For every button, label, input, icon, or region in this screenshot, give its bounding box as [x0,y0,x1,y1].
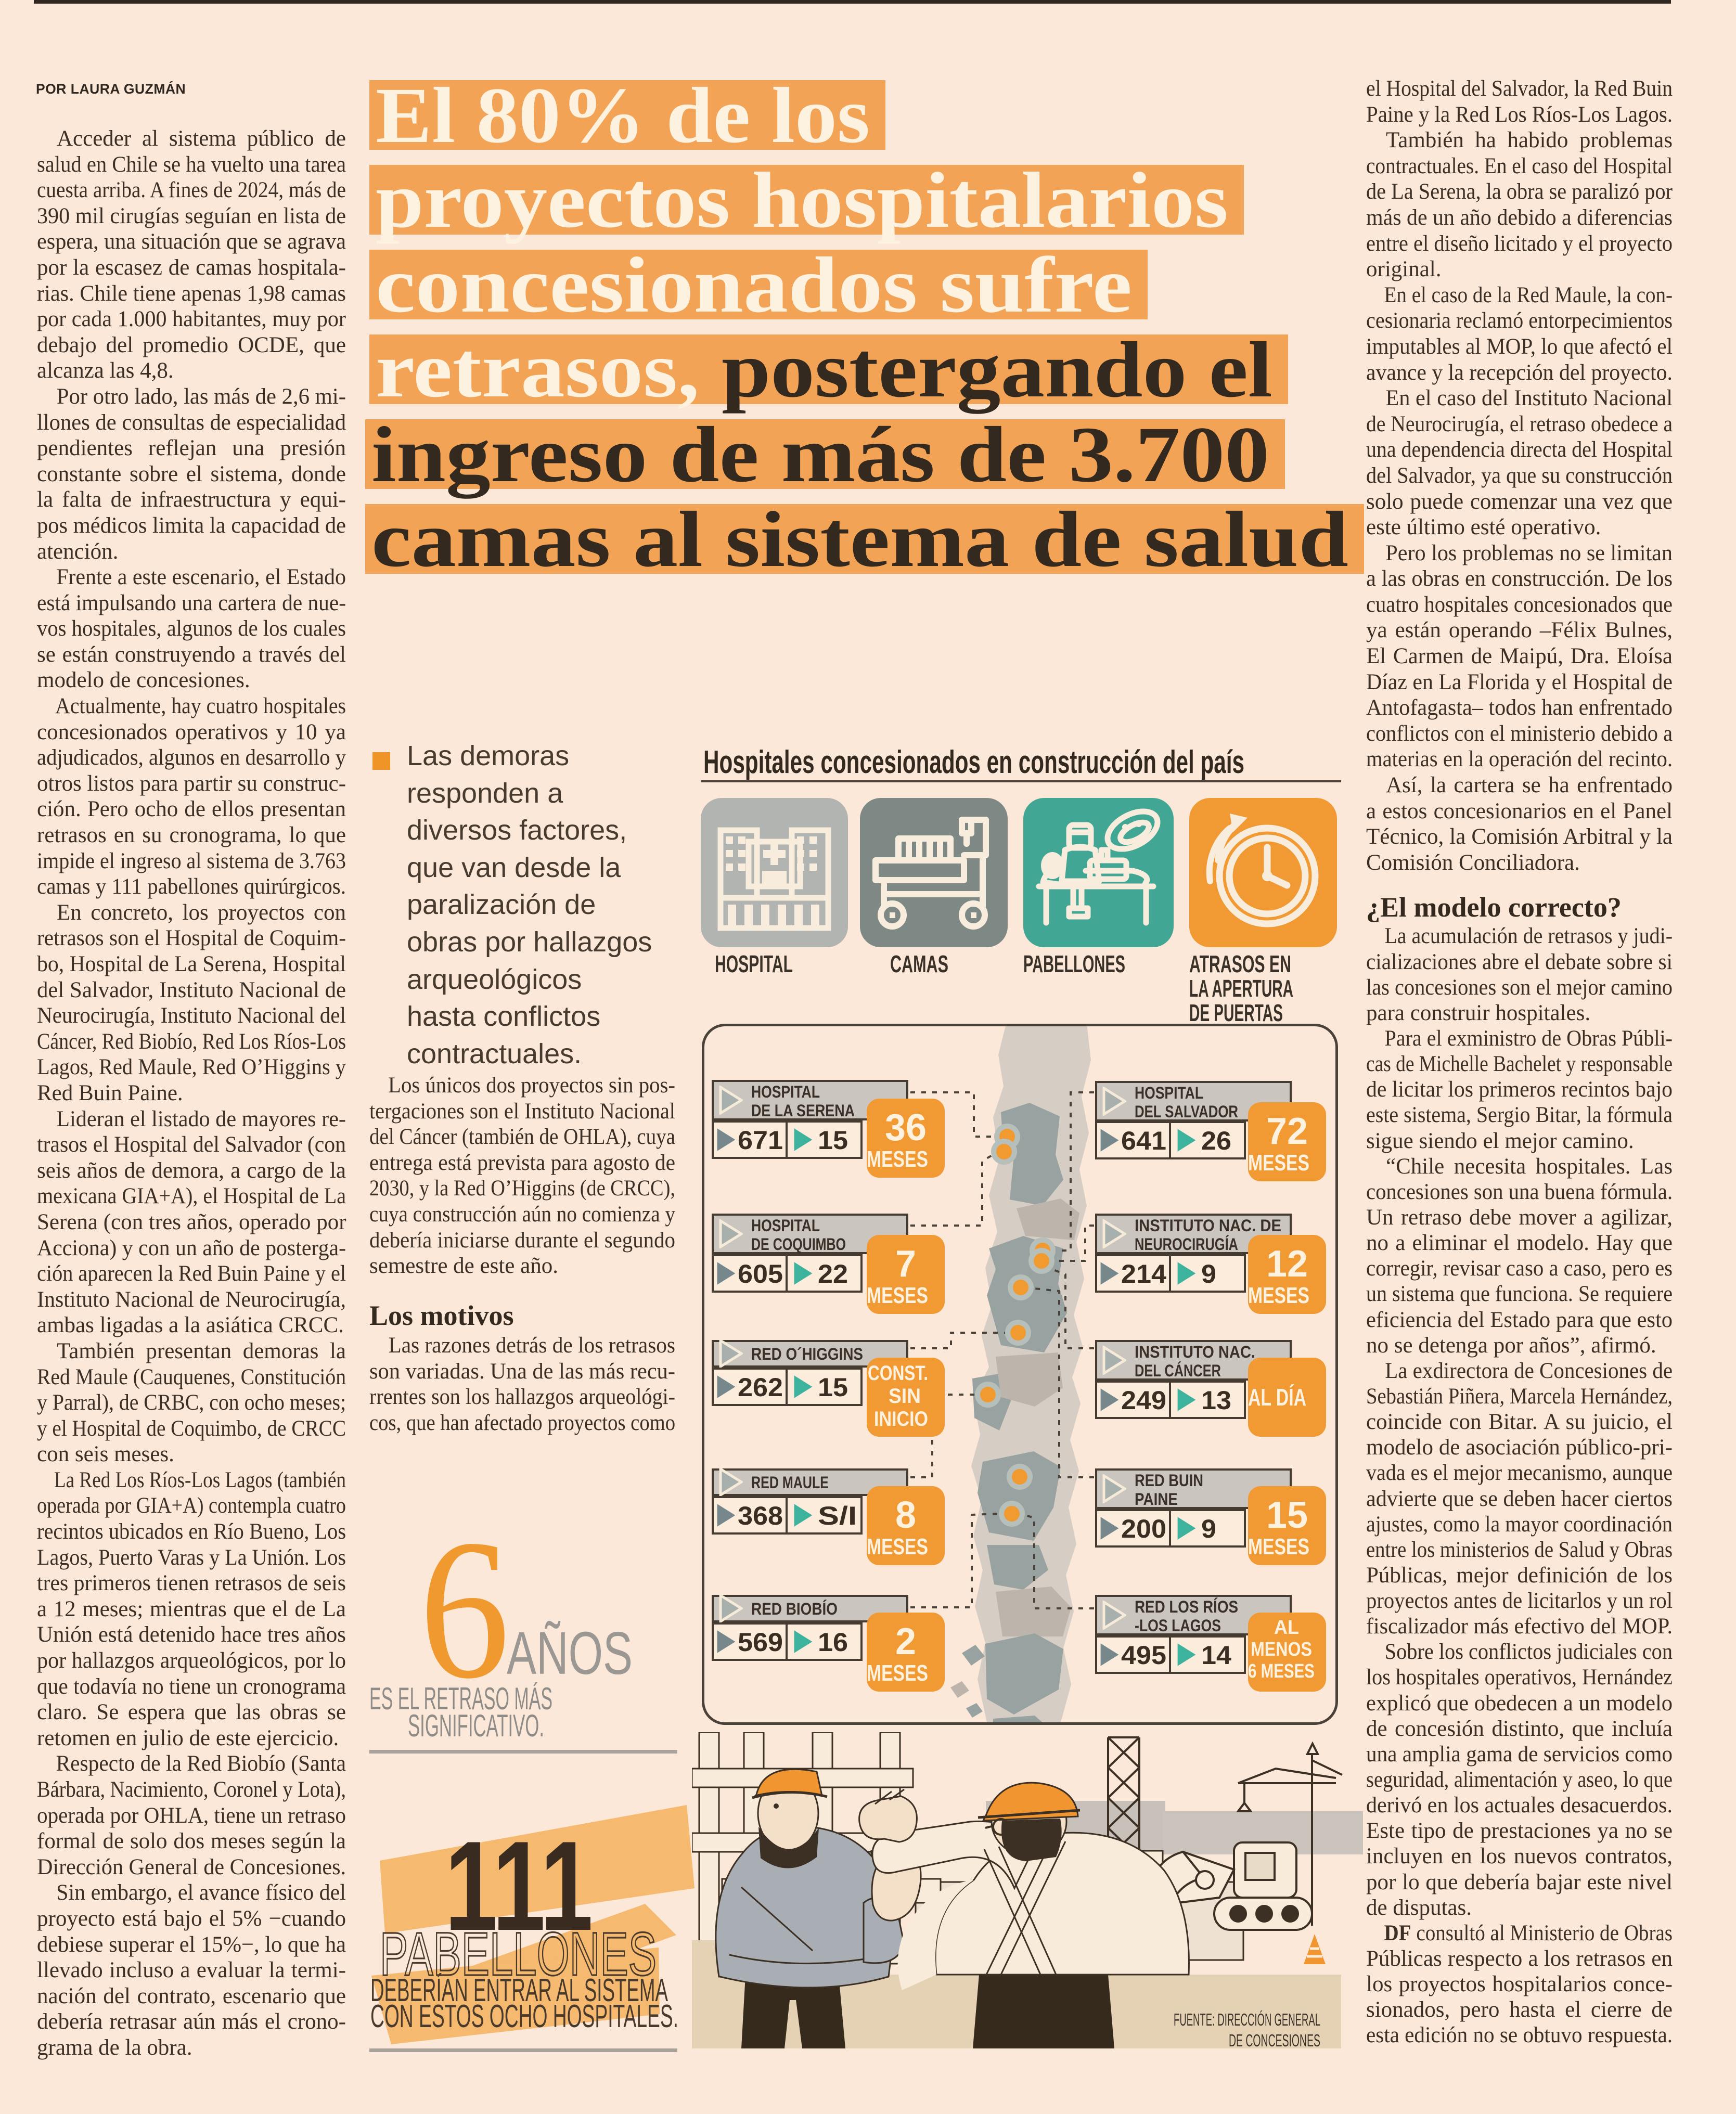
svg-text:DE CONCESIONES: DE CONCESIONES [1229,2031,1320,2050]
svg-text:FUENTE: DIRECCIÓN GENERAL: FUENTE: DIRECCIÓN GENERAL [1174,2010,1320,2029]
